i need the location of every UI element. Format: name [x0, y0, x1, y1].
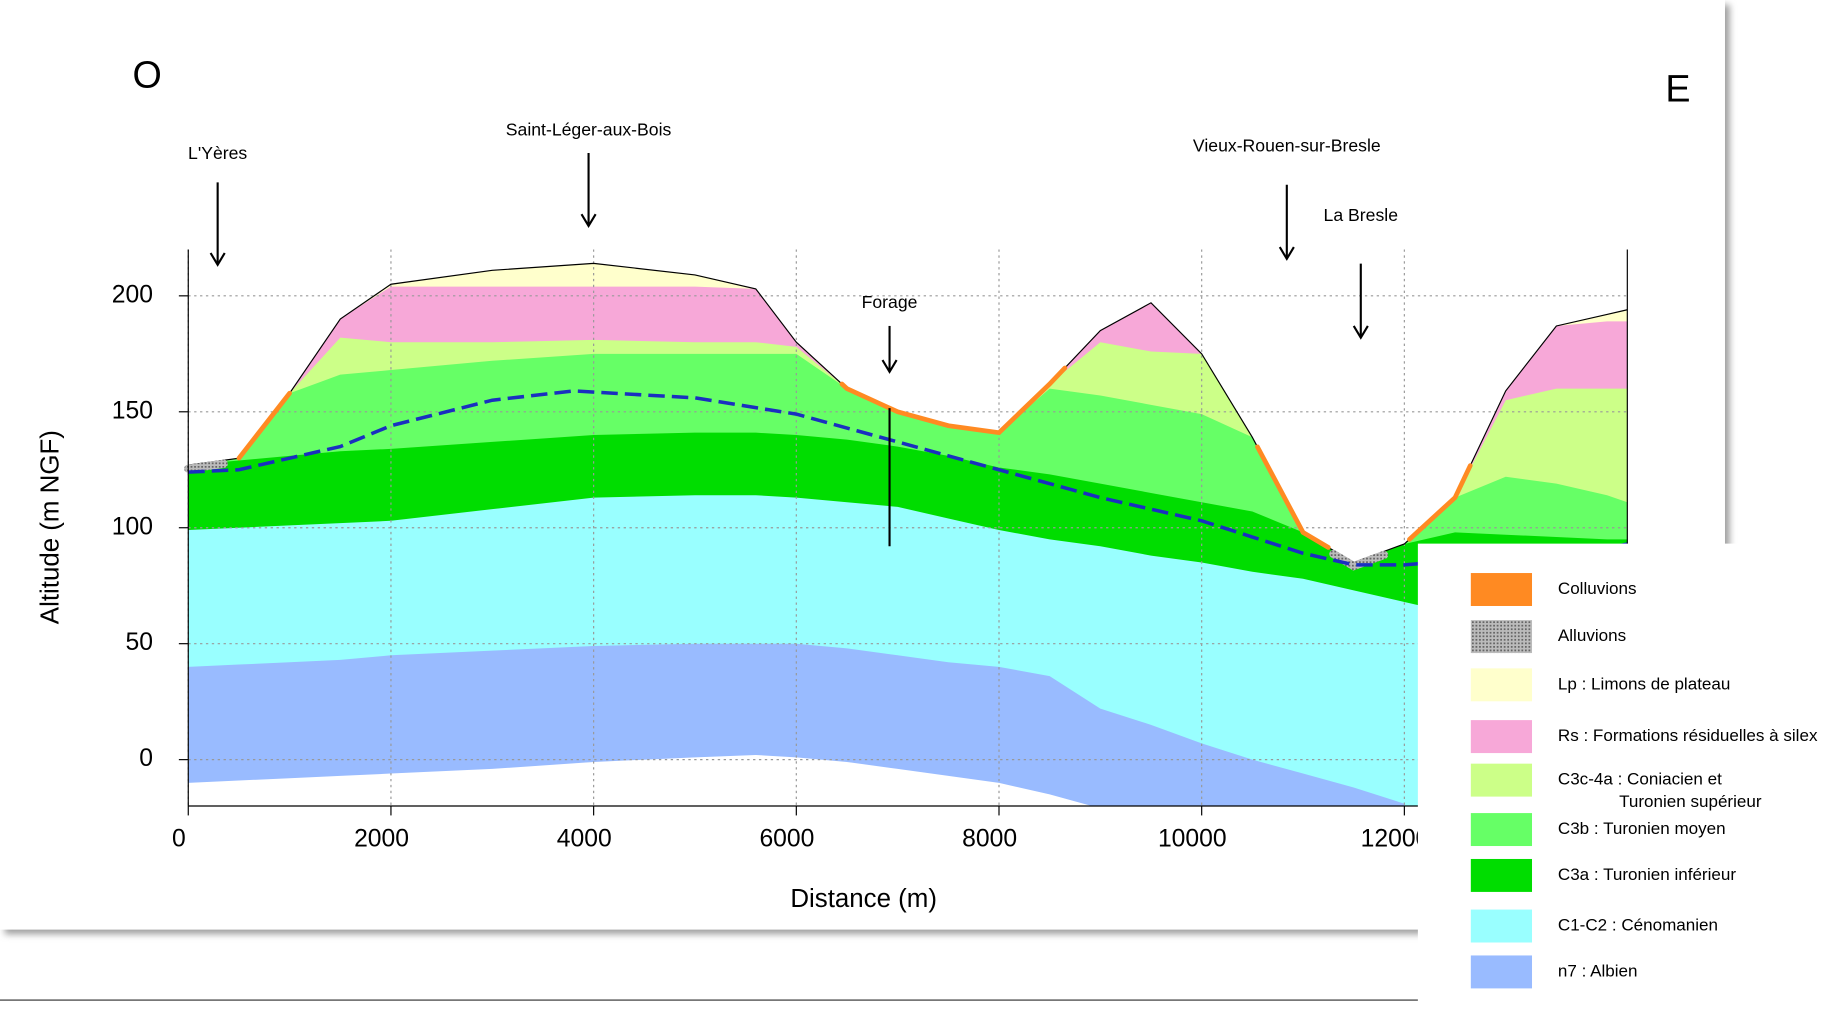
annotation: Vieux-Rouen-sur-Bresle: [1193, 136, 1381, 156]
legend-label: Colluvions: [1558, 579, 1637, 598]
x-tick-label: 0: [172, 826, 186, 853]
annotation: Saint-Léger-aux-Bois: [506, 119, 672, 139]
annotation: La Bresle: [1324, 205, 1399, 225]
y-tick-label: 50: [125, 629, 152, 656]
annotation: L'Yères: [188, 143, 247, 163]
legend-label: Rs : Formations résiduelles à silex: [1558, 726, 1818, 745]
x-tick-label: 10000: [1158, 826, 1227, 853]
legend-swatch: [1471, 668, 1532, 701]
x-tick-label: 8000: [962, 826, 1017, 853]
x-tick-label: 6000: [759, 826, 814, 853]
legend: Colluvions Alluvions Lp : Limons de platea…: [1418, 544, 1845, 1017]
x-tick-label: 2000: [354, 826, 409, 853]
legend-label: C1-C2 : Cénomanien: [1558, 916, 1718, 935]
chart: 050100150200020004000600080001000012000L…: [0, 0, 1845, 1017]
legend-label: C3a : Turonien inférieur: [1558, 865, 1736, 884]
annotation: Forage: [862, 292, 918, 312]
y-tick-label: 200: [112, 281, 153, 308]
legend-swatch: [1471, 764, 1532, 797]
legend-swatch: [1471, 910, 1532, 943]
corner-east: E: [1665, 68, 1690, 110]
page: 050100150200020004000600080001000012000L…: [0, 0, 1845, 1017]
alluvium-deposit: [188, 464, 223, 469]
legend-swatch: [1471, 573, 1532, 606]
corner-west: O: [132, 54, 161, 96]
legend-swatch: [1471, 620, 1532, 653]
y-tick-label: 0: [139, 745, 153, 772]
y-tick-label: 150: [112, 397, 153, 424]
legend-swatch: [1471, 955, 1532, 988]
x-tick-label: 4000: [557, 826, 612, 853]
y-tick-label: 100: [112, 513, 153, 540]
legend-label: n7 : Albien: [1558, 961, 1638, 980]
legend-swatch: [1471, 720, 1532, 753]
legend-swatch: [1471, 859, 1532, 892]
legend-label: Alluvions: [1558, 626, 1626, 645]
legend-label: C3b : Turonien moyen: [1558, 819, 1726, 838]
y-axis-title: Altitude (m NGF): [37, 430, 65, 624]
legend-label: C3c-4a : Coniacien et: [1558, 770, 1722, 789]
x-axis-title: Distance (m): [790, 885, 937, 913]
legend-label: Turonien supérieur: [1619, 792, 1762, 811]
legend-swatch: [1471, 813, 1532, 846]
legend-label: Lp : Limons de plateau: [1558, 674, 1730, 693]
